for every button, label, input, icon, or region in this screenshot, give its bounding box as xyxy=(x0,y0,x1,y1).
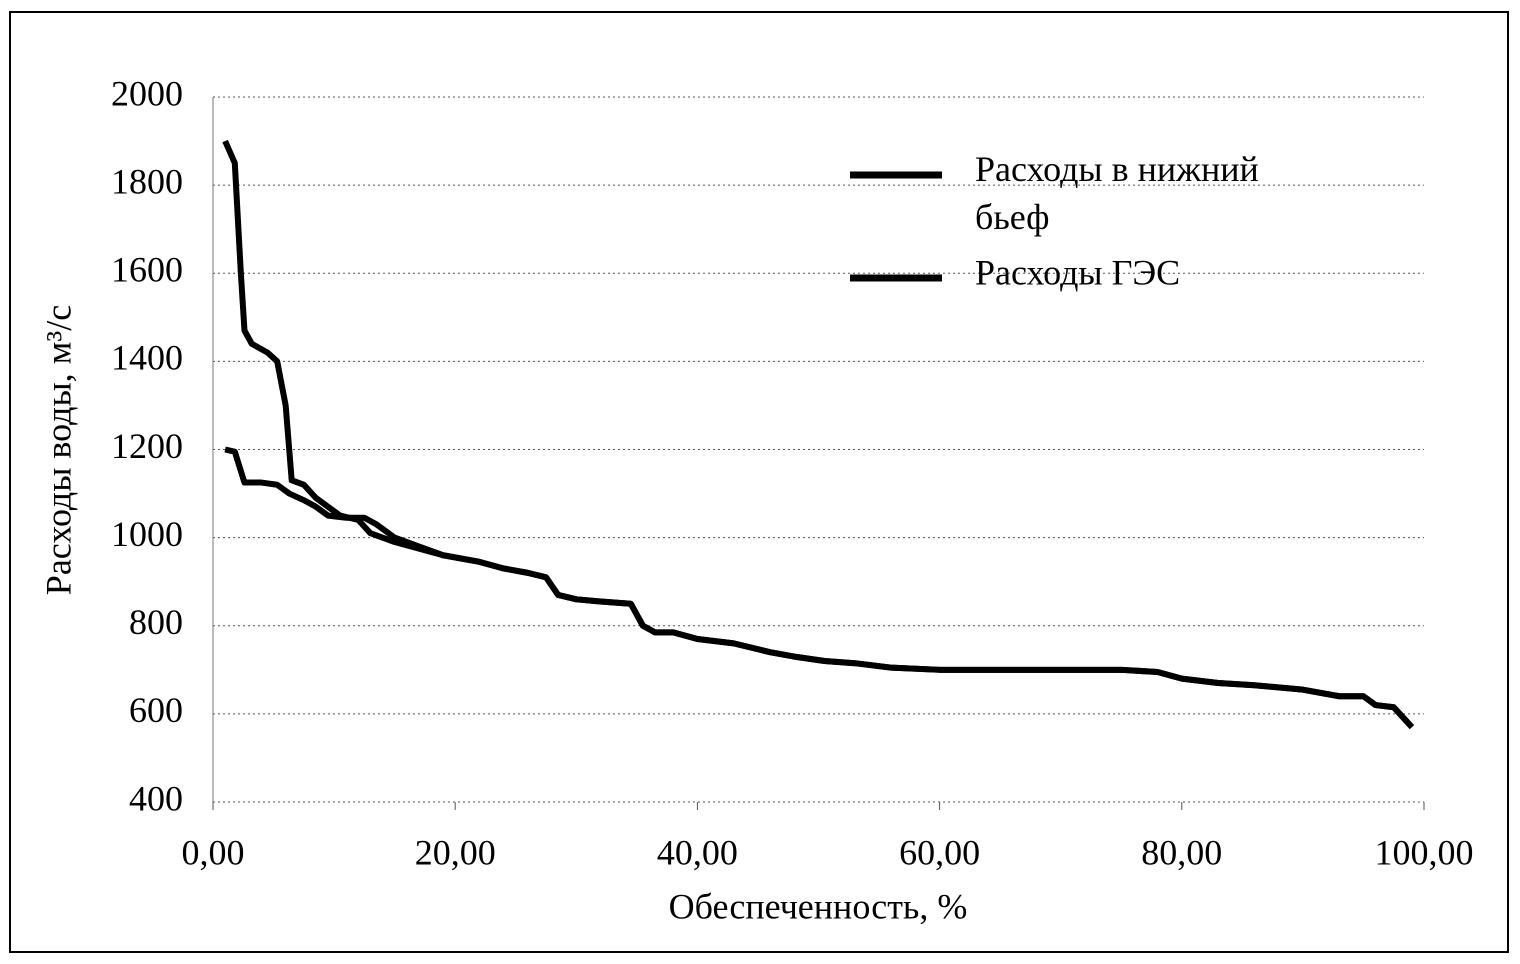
x-axis-label: Обеспеченность, % xyxy=(669,886,968,926)
x-tick-label: 40,00 xyxy=(657,832,738,872)
y-tick-label: 800 xyxy=(129,602,183,642)
y-tick-label: 1800 xyxy=(111,161,183,201)
x-tick-label: 80,00 xyxy=(1141,832,1222,872)
chart-frame xyxy=(9,11,1509,953)
y-tick-label: 1400 xyxy=(111,338,183,378)
y-tick-label: 600 xyxy=(129,690,183,730)
legend-label: Расходы в нижний бьеф xyxy=(975,149,1259,237)
x-tick-label: 100,00 xyxy=(1375,832,1474,872)
x-tick-label: 20,00 xyxy=(415,832,496,872)
legend-label: Расходы ГЭС xyxy=(975,252,1180,292)
y-axis-label: Расходы воды, м³/с xyxy=(38,305,78,595)
y-tick-label: 400 xyxy=(129,778,183,818)
line-series xyxy=(224,446,1415,730)
y-tick-label: 2000 xyxy=(111,73,183,113)
y-tick-label: 1000 xyxy=(111,514,183,554)
x-tick-label: 0,00 xyxy=(182,832,245,872)
line-series xyxy=(222,139,1415,730)
y-tick-label: 1200 xyxy=(111,426,183,466)
y-tick-label: 1600 xyxy=(111,250,183,290)
x-tick-label: 60,00 xyxy=(899,832,980,872)
